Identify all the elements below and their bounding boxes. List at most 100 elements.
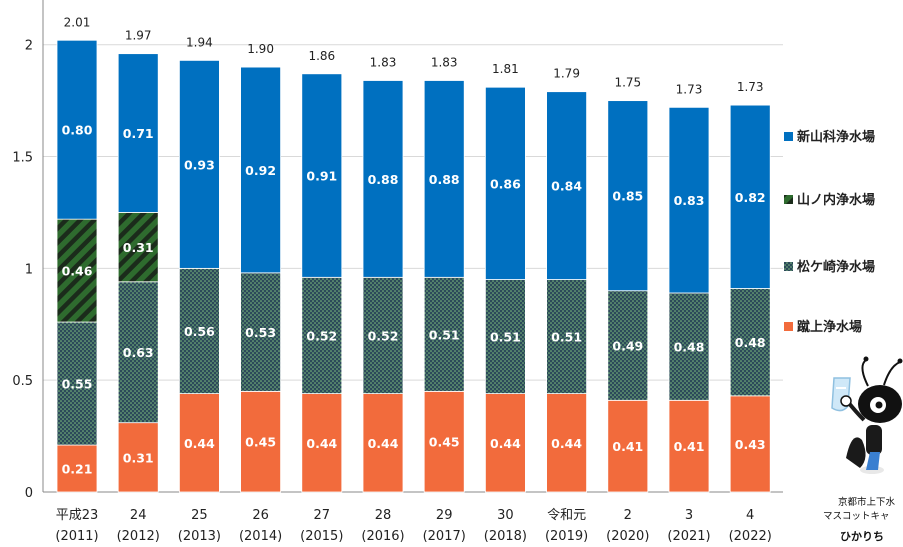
data-label: 0.80 [62,123,93,138]
data-labels: 0.21 0.55 0.46 0.80 2.01 0.31 0.63 0.31 0.71 1.97… [62,15,766,476]
bar-segment [178,393,220,493]
total-label: 1.79 [553,67,580,81]
x-tick-label: 3 [685,508,693,523]
data-label: 0.48 [735,335,766,350]
bar-segment [729,288,771,397]
x-tick-label-year: (2021) [667,529,710,544]
bar-segment [117,281,159,424]
data-label: 0.88 [429,172,460,187]
bars [56,39,771,493]
data-label: 0.55 [62,377,93,392]
data-label: 0.48 [674,340,705,355]
x-tick-label-year: (2022) [729,529,772,544]
total-label: 1.94 [186,35,213,49]
x-tick-label-year: (2014) [239,529,282,544]
data-label: 0.49 [612,339,643,354]
data-label: 0.88 [368,172,399,187]
x-tick-label: 令和元 [547,508,586,523]
mascot-caption-line1: 京都市上下水 [838,496,896,508]
x-tick-label: 27 [314,508,331,523]
data-label: 0.44 [490,436,521,451]
bar-segment [56,39,98,220]
bar-segment [178,59,220,269]
y-tick-label: 1.5 [12,151,33,166]
bar-segment [423,390,465,493]
bar-segment [546,91,587,280]
data-label: 0.45 [245,435,276,450]
bar-segment [301,393,343,493]
data-label: 0.93 [184,157,215,172]
total-label: 1.83 [431,56,458,70]
y-axis: 00.511.52 [12,0,783,501]
data-label: 0.45 [429,435,460,450]
x-tick-label: 30 [497,508,514,523]
bar-segment [178,267,220,395]
x-tick-label-year: (2020) [606,529,649,544]
data-label: 0.31 [123,450,154,465]
data-label: 0.44 [368,436,399,451]
data-label: 0.31 [123,240,154,255]
total-label: 1.86 [308,49,335,63]
x-tick-label: 平成23 [56,508,99,523]
data-label: 0.82 [735,190,766,205]
x-tick-label: 25 [191,508,208,523]
bar-segment [301,73,343,278]
total-label: 1.75 [614,76,641,90]
x-tick-label: 24 [130,508,147,523]
legend-swatch [784,262,793,271]
total-label: 2.01 [64,15,91,29]
x-tick-label-year: (2012) [117,529,160,544]
total-label: 1.81 [492,62,519,76]
legend-entry: 山ノ内浄水場 [797,192,875,208]
bar-segment [668,292,710,401]
bar-segment [362,393,404,493]
data-label: 0.21 [62,462,93,477]
data-label: 0.51 [429,327,460,342]
data-label: 0.41 [674,439,705,454]
total-label: 1.73 [737,80,764,94]
bar-segment [423,276,465,392]
bar-segment [56,218,98,323]
data-label: 0.41 [612,439,643,454]
legend-swatch [784,195,793,204]
data-label: 0.85 [612,189,643,204]
data-label: 0.46 [62,264,93,279]
bar-segment [56,444,98,493]
data-label: 0.86 [490,176,521,191]
x-tick-label-year: (2018) [484,529,527,544]
data-label: 0.63 [123,345,154,360]
y-tick-label: 0 [25,486,33,501]
total-label: 1.97 [125,29,152,43]
bar-segment [423,80,465,278]
data-label: 0.71 [123,126,154,141]
data-label: 0.51 [551,330,582,345]
data-label: 0.51 [490,330,521,345]
bar-segment [240,390,282,493]
legend-swatch [784,322,793,331]
bar-segment [668,399,710,493]
bar-segment [117,422,159,493]
data-label: 0.44 [551,436,582,451]
bar-segment [117,53,159,213]
mascot-illustration [831,356,903,474]
bar-segment [607,290,649,401]
bar-segment [301,276,343,394]
bar-segment [729,104,771,289]
x-tick-label: 26 [252,508,269,523]
x-tick-label: 4 [746,508,754,523]
bar-segment [484,86,526,280]
data-label: 0.52 [368,328,399,343]
bar-segment [56,321,98,446]
bar-segment [607,100,649,292]
data-label: 0.92 [245,163,276,178]
x-tick-label-year: (2015) [300,529,343,544]
bar-segment [546,393,587,493]
bar-segment [729,395,771,493]
total-label: 1.90 [247,42,274,56]
total-label: 1.83 [370,56,397,70]
bar-segment [362,80,404,278]
x-tick-label-year: (2016) [361,529,404,544]
legend-entry: 蹴上浄水場 [797,319,862,335]
x-axis-labels: 平成23(2011)24(2012)25(2013)26(2014)27(201… [55,508,771,544]
